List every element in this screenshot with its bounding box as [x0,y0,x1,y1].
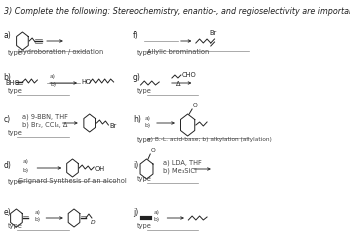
Text: b): b) [4,73,12,82]
Text: type: type [137,50,152,56]
Text: type: type [7,50,22,56]
Text: j): j) [133,208,138,217]
Text: a): a) [50,74,56,79]
Text: a): a) [144,116,150,121]
Text: type: type [137,176,152,182]
Text: a): a) [154,210,160,215]
Text: O: O [193,103,198,108]
Text: b) Me₃SiCl: b) Me₃SiCl [163,168,197,174]
Text: a): a) [4,31,12,40]
Text: b): b) [34,217,41,222]
Text: OH: OH [95,166,105,172]
Text: b): b) [22,168,29,173]
Text: type: type [7,88,22,94]
Text: e): e) [4,208,11,217]
Text: a) B.-L. acid-base; b) alkylation (allylation): a) B.-L. acid-base; b) alkylation (allyl… [147,137,271,142]
Text: HO: HO [82,79,92,85]
Text: i): i) [133,161,138,170]
Text: Δ: Δ [176,81,181,87]
Text: O: O [151,148,156,153]
Text: type: type [7,130,22,136]
Text: Br: Br [109,123,117,129]
Text: type: type [137,88,152,94]
Text: b) Br₂, CCl₄, Δ: b) Br₂, CCl₄, Δ [22,121,68,127]
Text: a): a) [34,210,40,215]
Text: type: type [7,223,22,229]
Text: BHO: BHO [5,80,20,86]
Text: Hydroboration / oxidation: Hydroboration / oxidation [18,49,103,55]
Text: D: D [91,220,96,225]
Text: Allylic bromination: Allylic bromination [147,49,209,55]
Text: a) 9-BBN, THF: a) 9-BBN, THF [22,114,68,121]
Text: type: type [137,137,152,143]
Text: d): d) [4,161,12,170]
Text: b): b) [50,82,56,87]
Text: h): h) [133,115,141,124]
Text: f): f) [133,31,139,40]
Text: Grignard Synthesis of an alcohol: Grignard Synthesis of an alcohol [18,178,127,184]
Text: 3) Complete the following: Stereochemistry, enantio-, and regioselectivity are i: 3) Complete the following: Stereochemist… [4,7,350,16]
Text: b): b) [154,217,160,222]
Text: a) LDA, THF: a) LDA, THF [163,160,202,167]
Text: a): a) [22,159,28,164]
Text: g): g) [133,73,141,82]
Text: type: type [137,223,152,229]
Text: b): b) [144,123,150,128]
Text: type: type [7,179,22,185]
Text: CHO: CHO [182,72,196,78]
Text: c): c) [4,115,11,124]
Text: Br: Br [209,30,217,36]
